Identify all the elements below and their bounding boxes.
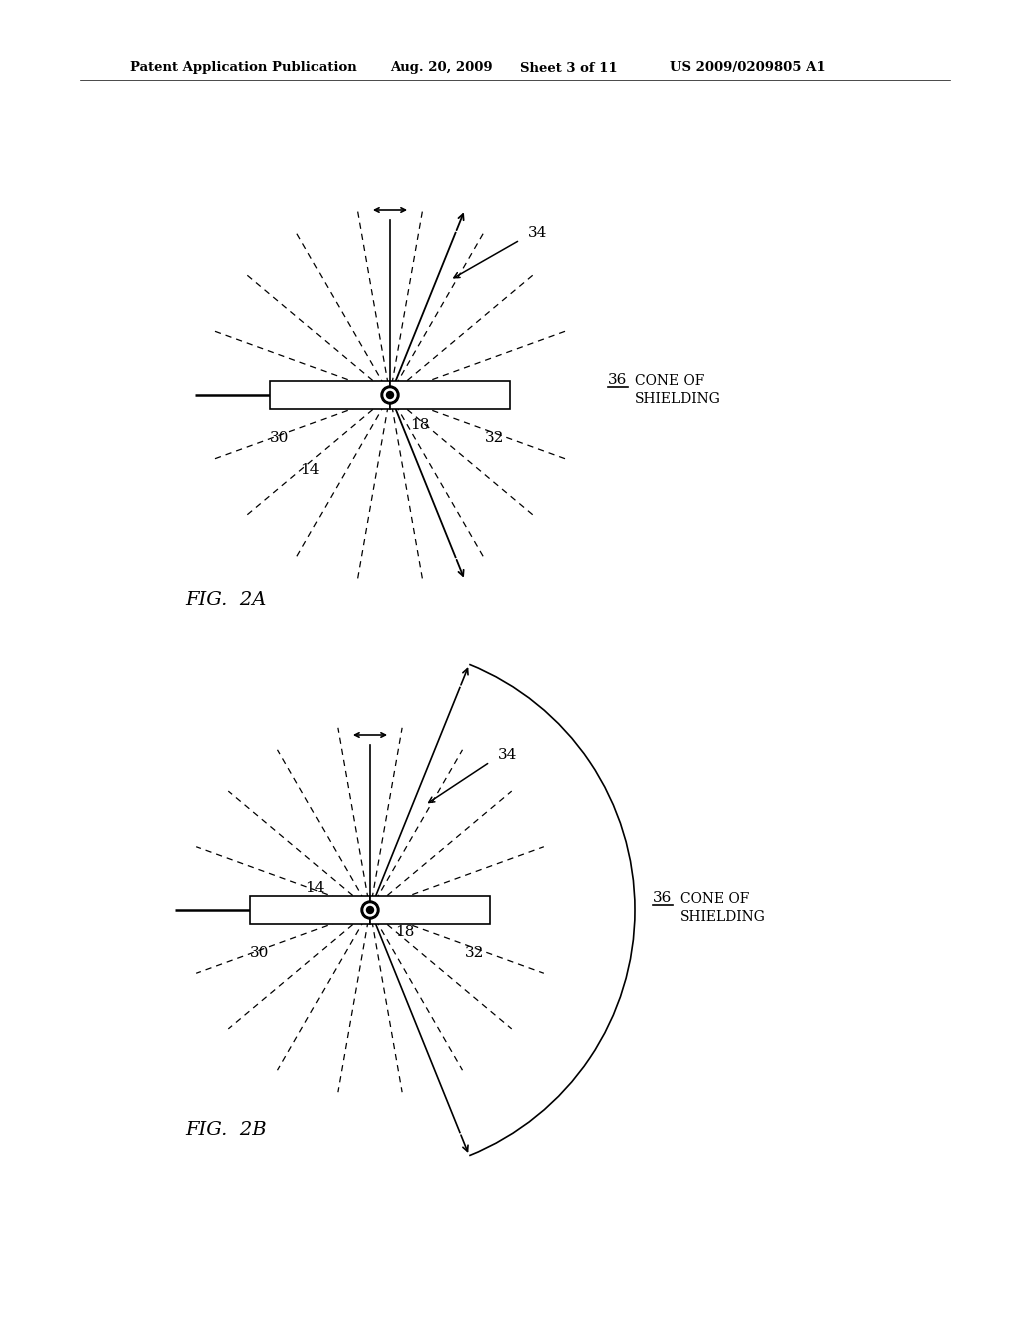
Circle shape — [386, 392, 393, 399]
Text: 14: 14 — [305, 880, 325, 895]
Bar — [270, 381, 390, 409]
Text: 32: 32 — [465, 946, 484, 960]
Circle shape — [384, 389, 396, 401]
Text: 18: 18 — [395, 925, 415, 939]
Circle shape — [361, 902, 379, 919]
Text: Sheet 3 of 11: Sheet 3 of 11 — [520, 62, 617, 74]
Text: CONE OF
SHIELDING: CONE OF SHIELDING — [680, 892, 766, 924]
Text: US 2009/0209805 A1: US 2009/0209805 A1 — [670, 62, 825, 74]
Text: CONE OF
SHIELDING: CONE OF SHIELDING — [635, 374, 721, 407]
Text: 36: 36 — [608, 374, 628, 387]
Text: Aug. 20, 2009: Aug. 20, 2009 — [390, 62, 493, 74]
Text: 36: 36 — [653, 891, 673, 906]
Circle shape — [364, 904, 376, 916]
Text: 34: 34 — [498, 748, 517, 762]
Bar — [250, 896, 370, 924]
Text: FIG.  2A: FIG. 2A — [185, 591, 266, 609]
Text: 30: 30 — [250, 946, 269, 960]
Text: 18: 18 — [411, 418, 430, 432]
Circle shape — [381, 385, 399, 404]
Text: FIG.  2B: FIG. 2B — [185, 1121, 266, 1139]
Text: 30: 30 — [270, 432, 290, 445]
Text: 14: 14 — [300, 463, 319, 477]
Bar — [390, 381, 510, 409]
Bar — [370, 896, 490, 924]
Circle shape — [367, 907, 374, 913]
Text: 34: 34 — [528, 226, 548, 240]
Text: Patent Application Publication: Patent Application Publication — [130, 62, 356, 74]
Text: 32: 32 — [485, 432, 505, 445]
